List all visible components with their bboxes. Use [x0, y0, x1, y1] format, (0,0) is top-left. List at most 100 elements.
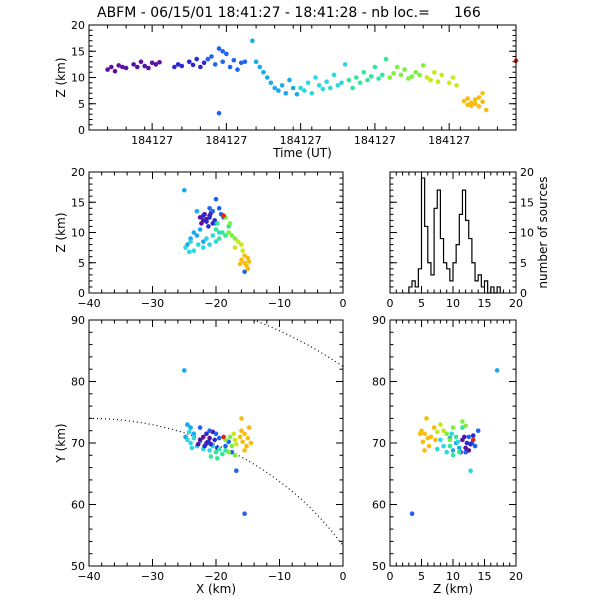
source-point-2-1: [441, 443, 446, 449]
source-point-8-9: [239, 416, 244, 421]
source-point-3-1: [194, 209, 200, 214]
source-point-8-4: [428, 434, 434, 440]
source-point-2-3: [207, 435, 212, 441]
source-point-5-8: [376, 76, 381, 81]
source-point-1-0: [204, 219, 209, 224]
source-point-9-0: [470, 437, 476, 443]
source-point-5-5: [365, 77, 370, 83]
y-tick-label: 20: [71, 166, 85, 179]
y-tick-label: 15: [71, 196, 85, 209]
source-point-5-0: [346, 77, 352, 83]
x-tick-label: 10: [446, 570, 460, 583]
source-point-0-3: [191, 431, 197, 437]
x-tick-label: 0: [340, 297, 347, 310]
source-point-5-9: [380, 72, 385, 78]
source-point-4-2: [464, 440, 470, 446]
source-point-4-10: [187, 249, 192, 255]
source-point-9-0: [221, 434, 226, 440]
source-point-2-0: [197, 437, 203, 443]
source-point-6-2: [232, 236, 238, 241]
x-tick-label: 0: [340, 570, 347, 583]
x-tick-label: −20: [204, 297, 227, 310]
source-point-4-12: [342, 62, 348, 67]
source-point-0-1: [185, 422, 190, 427]
source-point-6-4: [227, 434, 233, 440]
source-point-2-0: [207, 206, 212, 211]
source-point-0-4: [120, 64, 125, 70]
source-point-2-2: [212, 62, 218, 67]
source-point-5-7: [372, 64, 378, 70]
source-point-2-7: [242, 269, 247, 275]
source-point-0-9: [142, 63, 147, 69]
source-point-3-3: [261, 70, 266, 75]
source-point-2-12: [216, 110, 222, 116]
source-point-3-0: [202, 443, 207, 449]
x-tick-label: −40: [77, 570, 100, 583]
y-tick-label: 90: [372, 314, 386, 327]
x-tick-label: 10: [446, 297, 460, 310]
source-point-8-5: [237, 434, 243, 440]
y-tick-label: 0: [78, 287, 85, 300]
x-tick-label: 20: [509, 297, 523, 310]
source-point-1-7: [201, 60, 207, 66]
source-point-3-2: [466, 448, 472, 453]
x-tick-label: 184127: [131, 134, 173, 147]
source-point-8-8: [476, 95, 482, 100]
x-axis-label: X (km): [196, 582, 236, 596]
source-point-4-7: [210, 233, 216, 238]
source-point-3-12: [294, 92, 300, 97]
source-point-7-0: [424, 75, 430, 80]
panel-time-height: 184127 184127 184127 184127 184127 0 5 10 15 20 Ti…: [54, 19, 519, 160]
source-point-0-4: [472, 443, 478, 449]
source-point-4-11: [339, 80, 344, 86]
source-point-4-0: [183, 245, 188, 250]
source-point-1-3: [187, 59, 192, 65]
source-point-3-2: [197, 227, 203, 232]
x-tick-label: −10: [268, 297, 291, 310]
source-point-8-11: [484, 107, 489, 113]
panel-x-z: −40 −30 −20 −10 0 0 5 10 15 20 Z (km): [54, 166, 347, 310]
source-point-6-9: [420, 63, 426, 68]
source-point-0-7: [135, 64, 140, 70]
source-point-1-0: [172, 64, 177, 70]
source-point-8-4: [237, 261, 243, 267]
source-count: 166: [454, 5, 481, 21]
x-axis-label: Time (UT): [272, 146, 332, 160]
source-point-4-3: [309, 91, 315, 96]
source-point-6-0: [226, 449, 231, 455]
source-point-2-2: [444, 449, 450, 455]
source-point-2-10: [238, 60, 244, 66]
source-point-8-4: [244, 443, 249, 449]
source-point-2-9: [235, 67, 240, 72]
source-point-3-3: [191, 230, 197, 235]
source-point-3-11: [290, 85, 296, 91]
source-point-5-6: [368, 74, 374, 79]
source-point-1-5: [194, 56, 199, 62]
source-point-0-0: [409, 511, 415, 516]
source-point-5-3: [216, 236, 222, 241]
x-tick-label: 184127: [428, 134, 470, 147]
source-point-8-1: [422, 431, 427, 437]
source-point-5-0: [213, 227, 219, 232]
x-tick-label: 0: [387, 297, 394, 310]
y-tick-label: 10: [71, 227, 85, 240]
source-point-0-0: [182, 368, 187, 373]
source-point-4-5: [204, 236, 209, 241]
source-point-7-1: [234, 441, 239, 447]
source-point-2-8: [231, 57, 237, 63]
source-point-4-8: [234, 468, 239, 474]
source-point-1-0: [185, 437, 190, 443]
source-point-0-6: [131, 62, 136, 67]
source-point-7-4: [439, 72, 445, 78]
source-point-1-5: [206, 224, 211, 229]
source-point-4-9: [331, 72, 337, 78]
source-point-5-0: [450, 453, 456, 458]
source-point-3-4: [264, 75, 270, 80]
source-point-4-8: [213, 239, 219, 244]
source-point-0-2: [188, 425, 193, 430]
source-point-5-2: [223, 233, 228, 238]
source-point-8-1: [242, 431, 247, 437]
source-point-4-5: [316, 83, 322, 88]
source-point-2-4: [449, 431, 455, 437]
